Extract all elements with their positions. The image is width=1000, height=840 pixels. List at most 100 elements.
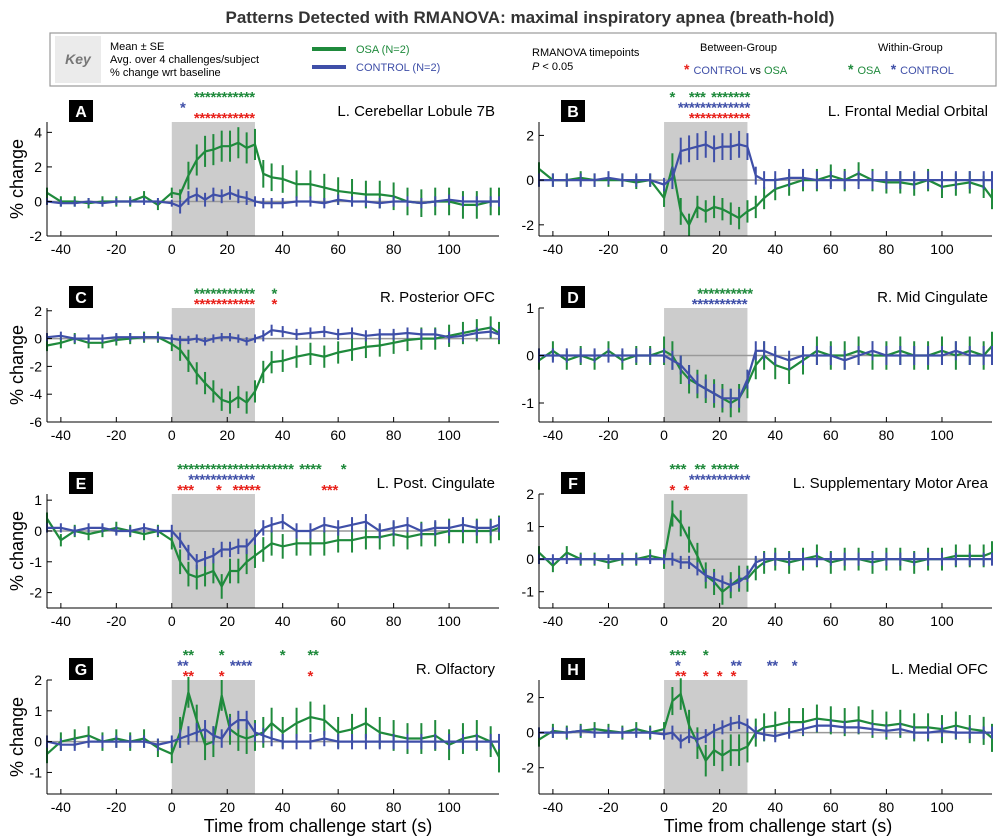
panel-f: -1 0 1 2 -40 -20 0 20 40 60 80 100 F L. Supplementary… (522, 461, 993, 629)
sig-star-within_osa: * (728, 89, 734, 106)
sig-star-within_control: * (728, 472, 734, 489)
sig-star-within_osa: * (210, 286, 216, 303)
sig-star-between: * (249, 482, 255, 499)
challenge-period (171, 308, 255, 422)
x-tick-label: 100 (930, 613, 954, 629)
y-tick-label: 0 (526, 348, 534, 364)
sig-star-between: * (694, 110, 700, 127)
sig-star-within_osa: * (669, 461, 675, 478)
sig-star-within_osa: * (308, 647, 314, 664)
sig-star-within_osa: * (675, 647, 681, 664)
series-line-control (539, 720, 992, 743)
sig-star-within_osa: * (222, 89, 228, 106)
x-tick-label: -40 (51, 427, 71, 443)
y-axis-title: % change (7, 139, 27, 219)
sig-star-within_control: * (739, 472, 745, 489)
sig-star-within_osa: * (736, 286, 742, 303)
x-tick-label: 0 (168, 427, 176, 443)
y-tick-label: 2 (526, 690, 534, 706)
sig-star-within_osa: * (205, 461, 211, 478)
y-tick-label: 2 (34, 672, 42, 688)
series-osa (46, 676, 500, 773)
sig-star-within_osa: * (341, 461, 347, 478)
region-label: L. Post. Cingulate (377, 475, 495, 492)
sig-star-within_control: * (700, 472, 706, 489)
series-control (46, 324, 500, 346)
sig-star-within_osa: * (700, 89, 706, 106)
sig-star-within_osa: * (219, 647, 225, 664)
sig-star-within_osa: * (216, 286, 222, 303)
region-label: L. Frontal Medial Orbital (828, 103, 988, 120)
sig-star-between: * (689, 110, 695, 127)
y-tick-label: 2 (526, 486, 534, 502)
sig-star-within_osa: * (244, 89, 250, 106)
panel-letter: D (567, 290, 579, 307)
sig-star-within_control: * (772, 658, 778, 675)
sig-star-between: * (717, 668, 723, 685)
sig-star-within_osa: * (742, 286, 748, 303)
panel-letter-box (69, 658, 93, 680)
sig-star-within_control: * (733, 472, 739, 489)
x-tick-label: 0 (660, 427, 668, 443)
x-tick-label: 100 (930, 427, 954, 443)
sig-star-between: * (332, 482, 338, 499)
panel-g: -1 0 1 2 -40 -20 0 20 40 60 80 100 % change G R. Olfac… (7, 647, 500, 815)
sig-star-within_osa: * (711, 461, 717, 478)
x-tick-label: 100 (930, 799, 954, 815)
sig-star-within_control: * (706, 472, 712, 489)
x-tick-label: 60 (823, 799, 839, 815)
panel-letter: A (75, 104, 87, 121)
series-line-control (539, 143, 992, 186)
x-tick-label: 100 (437, 241, 461, 257)
y-tick-label: -1 (30, 764, 43, 780)
panel-letter-box (561, 100, 585, 122)
sig-star-within_osa: * (747, 286, 753, 303)
y-tick-label: 2 (526, 127, 534, 143)
sig-star-between: * (255, 482, 261, 499)
sig-star-within_control: * (745, 100, 751, 117)
sig-star-within_control: * (717, 100, 723, 117)
sig-star-within_osa: * (199, 286, 205, 303)
sig-star-between: * (183, 668, 189, 685)
x-tick-label: 0 (168, 613, 176, 629)
sig-star-within_control: * (678, 100, 684, 117)
y-tick-label: 0 (526, 725, 534, 741)
sig-star-within_control: * (238, 472, 244, 489)
sig-star-within_osa: * (681, 461, 687, 478)
sig-star-within_osa: * (260, 461, 266, 478)
sig-star-within_osa: * (299, 461, 305, 478)
y-tick-label: 0 (34, 523, 42, 539)
sig-star-within_osa: * (714, 286, 720, 303)
sig-star-within_control: * (689, 472, 695, 489)
sig-star-within_osa: * (708, 286, 714, 303)
sig-star-within_control: * (731, 296, 737, 313)
sig-star-between: * (222, 110, 228, 127)
sig-star-within_osa: * (238, 461, 244, 478)
sig-star-within_control: * (230, 658, 236, 675)
x-tick-label: 0 (660, 241, 668, 257)
within-group-title: Within-Group (878, 42, 943, 54)
x-tick-label: 80 (386, 799, 402, 815)
sig-star-within_osa: * (244, 461, 250, 478)
panel-d: -1 0 1 -40 -20 0 20 40 60 80 100 D R. Mid Cingulate *… (522, 286, 993, 443)
sig-star-between: * (249, 110, 255, 127)
sig-star-between: * (711, 110, 717, 127)
sig-star-between: * (669, 482, 675, 499)
sig-star-within_osa: * (669, 89, 675, 106)
region-label: R. Posterior OFC (380, 289, 495, 306)
x-tick-label: 20 (712, 241, 728, 257)
sig-star-within_control: * (733, 100, 739, 117)
sig-star-within_osa: * (725, 286, 731, 303)
y-tick-label: 0 (526, 551, 534, 567)
sig-star-between: * (683, 482, 689, 499)
y-tick-label: 2 (34, 303, 42, 319)
sig-star-between: * (199, 110, 205, 127)
sig-star-within_osa: * (216, 461, 222, 478)
sig-star-within_control: * (210, 472, 216, 489)
sig-star-between: * (733, 110, 739, 127)
x-tick-label: -20 (598, 241, 618, 257)
sig-star-between: * (717, 110, 723, 127)
